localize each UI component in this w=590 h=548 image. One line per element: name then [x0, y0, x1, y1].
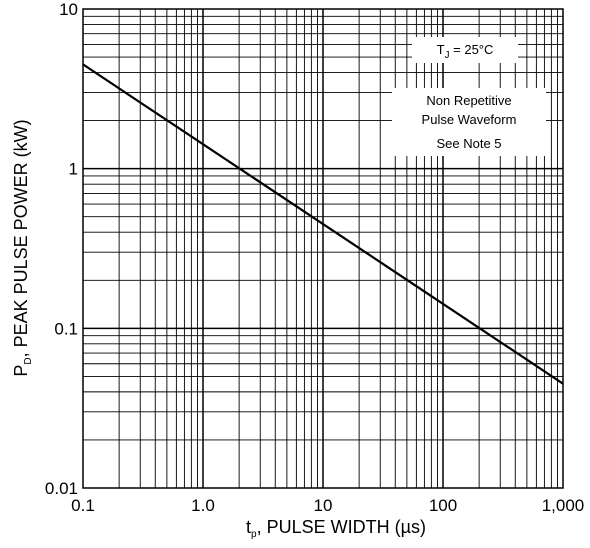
y-axis-title-rest: , PEAK PULSE POWER (kW)	[11, 119, 31, 357]
tj-main: T	[437, 42, 445, 57]
y-tick-label: 10	[59, 0, 78, 19]
series-line	[82, 63, 564, 385]
note-line: Non Repetitive	[426, 93, 511, 108]
x-tick-label: 0.1	[71, 496, 95, 515]
tj-sub: J	[445, 50, 450, 61]
y-tick-labels: 10 1 0.1 0.01	[45, 0, 78, 498]
x-tick-label: 10	[314, 496, 333, 515]
y-tick-label: 0.01	[45, 479, 78, 498]
annotation-boxes	[392, 37, 546, 156]
plot-frame	[82, 8, 564, 489]
grid	[83, 9, 563, 488]
series	[82, 63, 564, 385]
tj-annotation-box	[412, 37, 518, 63]
x-axis-title-sub: p	[251, 529, 257, 540]
x-axis-title-main: t	[246, 517, 251, 537]
x-tick-label: 100	[429, 496, 457, 515]
y-axis-title-main: P	[11, 365, 31, 377]
y-axis-title-sub: D	[23, 357, 34, 364]
note-line: See Note 5	[436, 136, 501, 151]
note-annotation-box	[392, 88, 546, 156]
y-tick-label: 1	[69, 160, 78, 179]
note-line: Pulse Waveform	[422, 112, 517, 127]
x-tick-label: 1,000	[542, 496, 585, 515]
x-axis-title: tp, PULSE WIDTH (µs)	[246, 517, 426, 540]
y-axis-title: PD, PEAK PULSE POWER (kW)	[11, 119, 34, 376]
x-axis-title-rest: , PULSE WIDTH (µs)	[257, 517, 426, 537]
tj-annotation: TJ = 25°C	[437, 42, 494, 61]
tj-rest: = 25°C	[450, 42, 494, 57]
y-tick-label: 0.1	[54, 319, 78, 338]
x-tick-labels: 0.1 1.0 10 100 1,000	[71, 496, 584, 515]
x-tick-label: 1.0	[191, 496, 215, 515]
